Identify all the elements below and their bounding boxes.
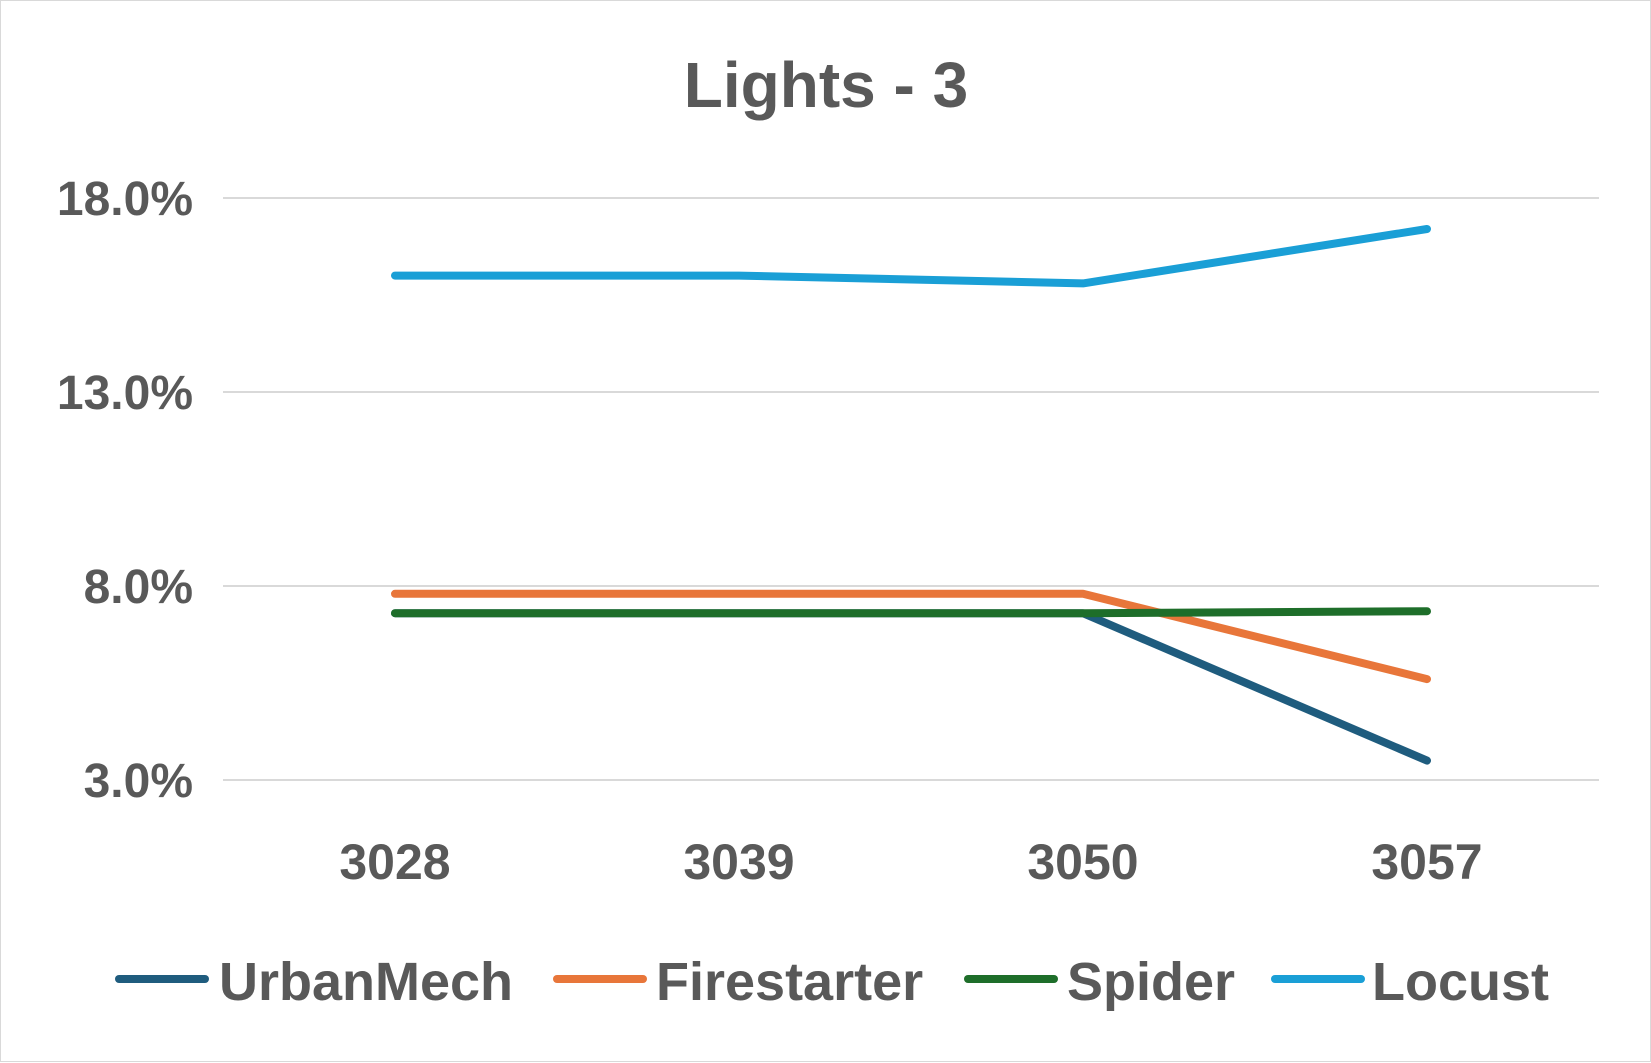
legend-label: Locust bbox=[1372, 952, 1549, 1012]
series-line bbox=[391, 225, 1431, 288]
data-point bbox=[391, 590, 399, 598]
legend-item-locust: Locust bbox=[1271, 952, 1549, 1012]
gridlines bbox=[223, 197, 1599, 781]
legend-label: UrbanMech bbox=[219, 952, 513, 1012]
data-point bbox=[1423, 757, 1431, 765]
data-point bbox=[1423, 607, 1431, 615]
x-tick-label: 3028 bbox=[339, 834, 450, 890]
series-urbanmech bbox=[391, 609, 1431, 765]
legend-item-firestarter: Firestarter bbox=[553, 952, 923, 1012]
y-axis-tick-labels: 3.0% 8.0% 13.0% 18.0% bbox=[57, 173, 193, 808]
series-locust bbox=[391, 225, 1431, 288]
series-line bbox=[391, 609, 1431, 765]
series-firestarter bbox=[391, 589, 1431, 684]
x-tick-label: 3050 bbox=[1027, 834, 1138, 890]
legend-label: Spider bbox=[1067, 952, 1235, 1012]
data-point bbox=[1423, 675, 1431, 683]
x-axis-tick-labels: 3028 3039 3050 3057 bbox=[339, 834, 1482, 890]
data-point bbox=[1079, 279, 1087, 287]
legend-label: Firestarter bbox=[656, 952, 923, 1012]
series-spider bbox=[391, 607, 1431, 618]
y-tick-label: 3.0% bbox=[84, 755, 193, 808]
data-point bbox=[1423, 225, 1431, 233]
data-point bbox=[391, 272, 399, 280]
data-point bbox=[735, 272, 743, 280]
y-tick-label: 13.0% bbox=[57, 367, 193, 420]
legend: UrbanMech Firestarter Spider Locust bbox=[115, 952, 1549, 1012]
x-tick-label: 3039 bbox=[683, 834, 794, 890]
series-lines bbox=[391, 225, 1431, 765]
data-point bbox=[735, 590, 743, 598]
legend-item-urbanmech: UrbanMech bbox=[115, 952, 513, 1012]
chart-title: Lights - 3 bbox=[684, 49, 968, 121]
legend-item-spider: Spider bbox=[964, 952, 1235, 1012]
y-tick-label: 8.0% bbox=[84, 561, 193, 614]
series-line bbox=[391, 589, 1431, 684]
series-line bbox=[391, 607, 1431, 618]
x-tick-label: 3057 bbox=[1371, 834, 1482, 890]
data-point bbox=[1079, 609, 1087, 617]
data-point bbox=[735, 609, 743, 617]
y-tick-label: 18.0% bbox=[57, 173, 193, 226]
data-point bbox=[391, 609, 399, 617]
data-point bbox=[1079, 590, 1087, 598]
